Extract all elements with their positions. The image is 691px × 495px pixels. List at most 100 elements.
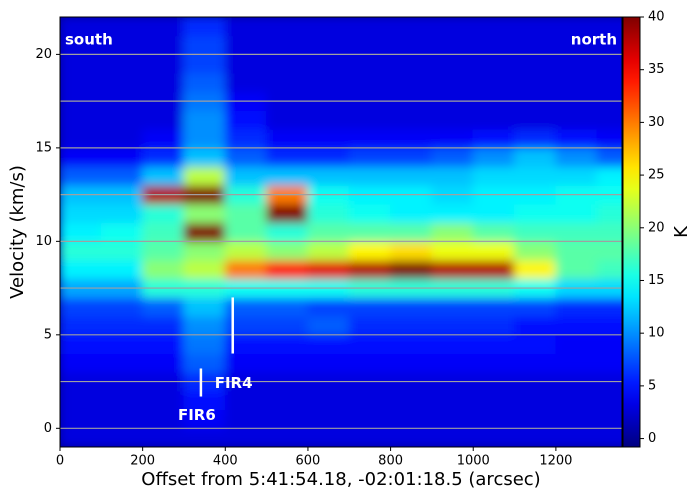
heatmap-cell bbox=[390, 222, 433, 242]
heatmap-cell bbox=[60, 296, 102, 317]
heatmap-cell bbox=[514, 334, 557, 355]
heatmap-cell bbox=[472, 240, 516, 261]
heatmap-cell bbox=[472, 147, 516, 168]
heatmap-cell bbox=[307, 17, 350, 37]
heatmap-cell bbox=[514, 259, 557, 280]
heatmap-cell bbox=[224, 203, 268, 224]
heatmap-cell bbox=[142, 240, 185, 261]
heatmap-cell bbox=[224, 35, 268, 55]
overlay: FIR4 FIR6 bbox=[60, 53, 622, 429]
heatmap-cell bbox=[224, 259, 268, 280]
heatmap-cell bbox=[431, 296, 474, 317]
heatmap-cell bbox=[60, 203, 102, 224]
heatmap-cell bbox=[183, 240, 226, 261]
heatmap-cell bbox=[142, 128, 185, 149]
heatmap-cell bbox=[348, 17, 392, 37]
heatmap-cell bbox=[514, 427, 557, 447]
heatmap-cell bbox=[307, 240, 350, 261]
heatmap-cell bbox=[555, 72, 598, 93]
heatmap-cell bbox=[60, 353, 102, 373]
annotation-label: FIR6 bbox=[178, 406, 216, 424]
y-tick-label: 10 bbox=[35, 234, 52, 249]
heatmap-cell bbox=[142, 109, 185, 130]
heatmap-cells bbox=[60, 17, 622, 447]
heatmap-cell bbox=[555, 409, 598, 429]
heatmap-cell bbox=[100, 147, 144, 168]
colorbar-tick-label: 20 bbox=[648, 220, 665, 235]
heatmap-cell bbox=[307, 203, 350, 224]
heatmap-cell bbox=[596, 17, 622, 37]
heatmap-cell bbox=[431, 390, 474, 411]
heatmap-cell bbox=[266, 109, 309, 130]
x-tick-label: 200 bbox=[130, 454, 155, 469]
corner-label: north bbox=[571, 31, 617, 49]
heatmap-cell bbox=[390, 334, 433, 355]
heatmap-cell bbox=[472, 353, 516, 373]
heatmap-cell bbox=[100, 222, 144, 242]
heatmap-cell bbox=[596, 72, 622, 93]
heatmap-cell bbox=[472, 17, 516, 37]
heatmap-cell bbox=[307, 72, 350, 93]
heatmap-cell bbox=[596, 409, 622, 429]
heatmap-cell bbox=[183, 72, 226, 93]
heatmap-cell bbox=[348, 35, 392, 55]
heatmap-cell bbox=[266, 147, 309, 168]
heatmap-cell bbox=[266, 409, 309, 429]
heatmap-cell bbox=[431, 147, 474, 168]
heatmap-cell bbox=[431, 128, 474, 149]
heatmap-cell bbox=[472, 409, 516, 429]
heatmap-cell bbox=[514, 222, 557, 242]
heatmap-cell bbox=[183, 296, 226, 317]
heatmap-cell bbox=[224, 427, 268, 447]
heatmap-cell bbox=[142, 203, 185, 224]
x-tick-label: 400 bbox=[213, 454, 238, 469]
heatmap-cell bbox=[390, 259, 433, 280]
heatmap-cell bbox=[431, 17, 474, 37]
heatmap-cell bbox=[100, 296, 144, 317]
heatmap-cell bbox=[514, 203, 557, 224]
heatmap-cell bbox=[348, 147, 392, 168]
heatmap-cell bbox=[142, 296, 185, 317]
heatmap-cell bbox=[100, 35, 144, 55]
x-tick-label: 1000 bbox=[457, 454, 490, 469]
heatmap-cell bbox=[348, 53, 392, 74]
heatmap-cell bbox=[390, 72, 433, 93]
heatmap-cell bbox=[60, 109, 102, 130]
heatmap-cell bbox=[307, 409, 350, 429]
heatmap-cell bbox=[596, 203, 622, 224]
heatmap-cell bbox=[307, 147, 350, 168]
heatmap-cell bbox=[431, 166, 474, 186]
heatmap-cell bbox=[390, 128, 433, 149]
heatmap-cell bbox=[100, 240, 144, 261]
heatmap-cell bbox=[142, 315, 185, 336]
heatmap-cell bbox=[60, 390, 102, 411]
heatmap-cell bbox=[183, 334, 226, 355]
heatmap-cell bbox=[390, 147, 433, 168]
heatmap-cell bbox=[100, 72, 144, 93]
plot-frame bbox=[59, 16, 623, 448]
heatmap-cell bbox=[472, 334, 516, 355]
heatmap-cell bbox=[596, 128, 622, 149]
heatmap-cell bbox=[266, 315, 309, 336]
heatmap-cell bbox=[555, 53, 598, 74]
heatmap-cell bbox=[555, 166, 598, 186]
heatmap-cell bbox=[596, 166, 622, 186]
colorbar-tick-label: 30 bbox=[648, 115, 665, 130]
heatmap-cell bbox=[555, 35, 598, 55]
heatmap-cell bbox=[60, 166, 102, 186]
heatmap-cell bbox=[514, 166, 557, 186]
heatmap-cell bbox=[596, 259, 622, 280]
heatmap-cell bbox=[390, 53, 433, 74]
heatmap-cell bbox=[596, 390, 622, 411]
y-tick-label: 15 bbox=[35, 140, 52, 155]
heatmap-cell bbox=[514, 240, 557, 261]
heatmap-cell bbox=[100, 259, 144, 280]
heatmap-cell bbox=[100, 427, 144, 447]
heatmap-cell bbox=[142, 334, 185, 355]
heatmap-cell bbox=[183, 35, 226, 55]
heatmap-cell bbox=[142, 427, 185, 447]
corner-label: south bbox=[65, 31, 113, 49]
heatmap-cell bbox=[142, 409, 185, 429]
heatmap-cell bbox=[472, 109, 516, 130]
